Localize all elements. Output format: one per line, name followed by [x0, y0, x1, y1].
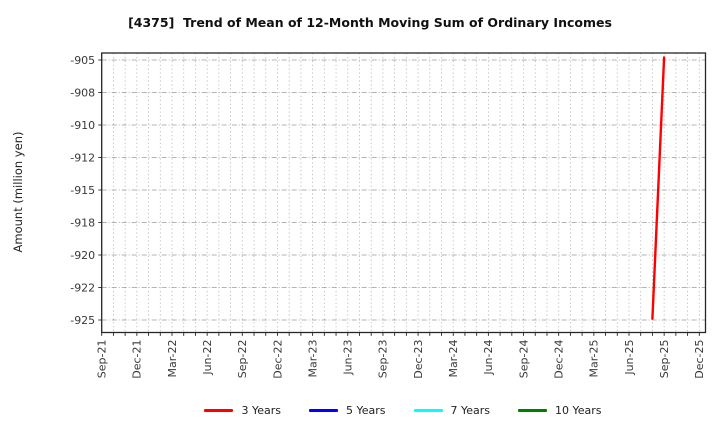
x-tick-label: Sep-25 [658, 340, 671, 379]
legend-label-7-years: 7 Years [450, 404, 491, 417]
plot-border [101, 52, 707, 334]
x-tick-label: Mar-24 [447, 340, 460, 378]
y-tick-label: -912 [70, 152, 95, 165]
y-tick-label: -922 [70, 282, 95, 295]
x-tick-label: Mar-25 [588, 340, 601, 378]
y-tick-label: -925 [70, 314, 95, 327]
x-tick-label: Jun-25 [623, 340, 636, 376]
y-tick-label: -910 [70, 119, 95, 132]
legend-line-5-years [308, 409, 338, 412]
x-tick-label: Dec-25 [693, 340, 706, 379]
chart-title: [4375] Trend of Mean of 12-Month Moving … [128, 15, 612, 30]
y-tick-label: -905 [70, 54, 95, 67]
y-tick-label: -915 [70, 184, 95, 197]
legend-item-3-years: 3 Years [204, 404, 281, 417]
legend-label-3-years: 3 Years [241, 404, 281, 417]
x-tick-label: Dec-23 [412, 340, 425, 379]
x-tick-label: Jun-24 [482, 340, 495, 376]
y-tick-label: -920 [70, 249, 95, 262]
legend-label-10-years: 10 Years [555, 404, 602, 417]
x-tick-label: Jun-23 [342, 340, 355, 376]
legend-line-3-years [204, 409, 234, 412]
x-tick-label: Dec-21 [131, 340, 144, 379]
x-tick-label: Dec-22 [271, 340, 284, 379]
y-tick-label: -908 [70, 87, 95, 100]
legend-line-10-years [518, 409, 548, 412]
y-tick-label: -918 [70, 217, 95, 230]
x-tick-label: Jun-22 [201, 340, 214, 376]
legend: 3 Years 5 Years 7 Years 10 Years [100, 404, 706, 417]
legend-item-7-years: 7 Years [413, 404, 491, 417]
x-tick-label: Mar-22 [166, 340, 179, 378]
series-line-3-years [651, 56, 666, 320]
legend-line-7-years [413, 409, 443, 412]
x-tick-label: Dec-24 [552, 340, 565, 379]
x-tick-label: Mar-23 [306, 340, 319, 378]
legend-item-10-years: 10 Years [518, 404, 602, 417]
legend-item-5-years: 5 Years [308, 404, 386, 417]
x-tick-label: Sep-21 [96, 340, 109, 379]
x-tick-label: Sep-22 [236, 340, 249, 379]
legend-label-5-years: 5 Years [345, 404, 386, 417]
x-tick-label: Sep-24 [517, 340, 530, 379]
x-tick-label: Sep-23 [377, 340, 390, 379]
